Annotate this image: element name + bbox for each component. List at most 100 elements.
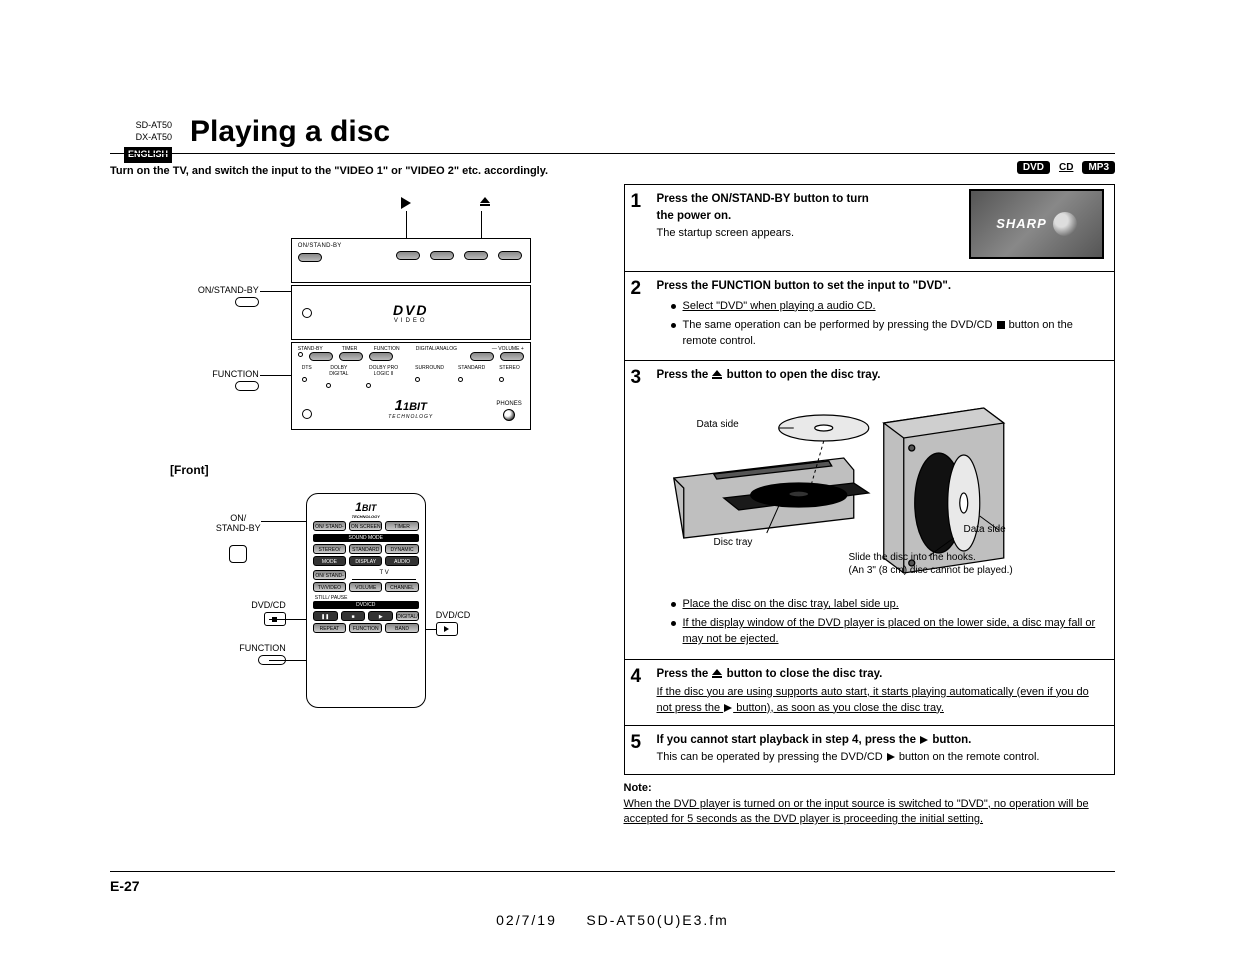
- onstandby-callout: ON/STAND-BY: [171, 285, 259, 307]
- step-title: If you cannot start playback in step 4, …: [657, 732, 1105, 749]
- remote-button: ▶: [368, 611, 393, 621]
- unit-bottom: STAND-BY TIMER FUNCTION DIGITAL/ANALOG —…: [291, 342, 531, 430]
- play-icon: [401, 197, 411, 209]
- note-block: Note: When the DVD player is turned on o…: [624, 781, 1116, 827]
- left-column: Turn on the TV, and switch the input to …: [110, 164, 602, 827]
- remote-button: ■: [341, 611, 366, 621]
- step-title: Press the button to open the disc tray.: [657, 367, 1105, 384]
- sharp-startup-screen: SHARP: [969, 189, 1104, 259]
- disc-tray-label: Disc tray: [714, 536, 753, 551]
- step-5: 5 If you cannot start playback in step 4…: [625, 725, 1115, 775]
- step-number: 1: [631, 188, 642, 216]
- step-2: 2 Press the FUNCTION button to set the i…: [625, 271, 1115, 360]
- unit-button: [339, 352, 363, 361]
- remote-button: DYNAMIC SOUND: [385, 544, 418, 554]
- bullet: Select "DVD" when playing a audio CD.: [671, 299, 1105, 315]
- step-3: 3 Press the button to open the disc tray…: [625, 360, 1115, 658]
- unit-dvd: DVD VIDEO: [291, 285, 531, 340]
- callout-button-icon: [229, 545, 247, 563]
- unit-button: [498, 251, 522, 260]
- remote-dvdcd-play-callout: DVD/CD: [436, 610, 516, 636]
- unit-onstandby-label: ON/STAND-BY: [298, 243, 342, 249]
- unit-button: [369, 352, 393, 361]
- remote-button: VOLUME: [349, 582, 382, 592]
- remote-body: 1BITTECHNOLOGY ON/ STAND-BY ON SCREEN TI…: [306, 493, 426, 708]
- remote-button: BAND: [385, 623, 418, 633]
- divider-top: [110, 153, 1115, 154]
- dvd-badge: DVD: [1017, 161, 1050, 174]
- play-icon: [920, 736, 928, 744]
- step-number: 2: [631, 275, 642, 303]
- eject-icon: [480, 197, 490, 209]
- callout-button-icon: [235, 381, 259, 391]
- remote-button: FUNCTION: [349, 623, 382, 633]
- step-title: Press the ON/STAND-BY button to turn the…: [657, 191, 877, 224]
- step-number: 5: [631, 729, 642, 757]
- dvd-sublabel: VIDEO: [292, 318, 530, 324]
- divider-bottom: [110, 871, 1115, 872]
- indicator-dot: [298, 352, 303, 357]
- pointer: [261, 521, 311, 522]
- page-title: Playing a disc: [190, 115, 1115, 149]
- remote-button: DIGITAL/ ANALOG: [396, 611, 419, 621]
- steps-box: 1 SHARP Press the ON/STAND-BY button to …: [624, 184, 1116, 775]
- step-title: Press the button to close the disc tray.: [657, 666, 1105, 683]
- disc-tray-figure: Data side Data side Disc tray Slide the …: [639, 388, 1109, 593]
- remote-button: REPEAT: [313, 623, 346, 633]
- data-side-label: Data side: [697, 418, 739, 433]
- step-1: 1 SHARP Press the ON/STAND-BY button to …: [625, 185, 1115, 271]
- bullet: Place the disc on the disc tray, label s…: [671, 597, 1105, 613]
- remote-section: T V: [352, 570, 415, 580]
- remote-button: STEREO/ SURROUND: [313, 544, 346, 554]
- step-title: Press the FUNCTION button to set the inp…: [657, 278, 1105, 295]
- logo-dot-icon: [1053, 212, 1077, 236]
- step-4: 4 Press the button to close the disc tra…: [625, 659, 1115, 725]
- intro-text: Turn on the TV, and switch the input to …: [110, 164, 602, 179]
- format-badges: DVD CD MP3: [1017, 161, 1115, 174]
- data-side-label: Data side: [964, 523, 1006, 538]
- step-subtext: If the disc you are using supports auto …: [657, 685, 1105, 717]
- remote-button: MODE: [313, 556, 346, 566]
- remote-button: TV/VIDEO: [313, 582, 346, 592]
- unit-button: [470, 352, 494, 361]
- phones-label: PHONES: [496, 401, 521, 421]
- pointer: [269, 619, 311, 620]
- unit-button: [309, 352, 333, 361]
- callout-button-icon: [235, 297, 259, 307]
- eject-icon: [712, 370, 722, 379]
- remote-figure: ON/ STAND-BY DVD/CD FUNCTION DVD/CD: [191, 485, 521, 715]
- unit-top: ON/STAND-BY: [291, 238, 531, 283]
- remote-onstandby-callout: ON/ STAND-BY: [191, 503, 286, 573]
- remote-section: DVD/CD: [313, 601, 419, 609]
- remote-button: DISPLAY: [349, 556, 382, 566]
- footer-meta: 02/7/19 SD-AT50(U)E3.fm: [496, 912, 729, 928]
- remote-button: ON SCREEN: [349, 521, 382, 531]
- unit-button: [396, 251, 420, 260]
- remote-button: STANDARD: [349, 544, 382, 554]
- unit-button: [464, 251, 488, 260]
- front-label: [Front]: [170, 463, 602, 477]
- function-callout: FUNCTION: [171, 369, 259, 391]
- play-icon: [724, 704, 732, 712]
- stop-icon: [997, 321, 1005, 329]
- remote-button: ON/ STAND-BY: [313, 570, 347, 580]
- dvd-logo: DVD: [292, 302, 530, 318]
- slide-hint: Slide the disc into the hooks. (An 3" (8…: [849, 551, 1013, 577]
- note-title: Note:: [624, 782, 652, 794]
- cd-badge: CD: [1056, 162, 1076, 173]
- page-number: E-27: [110, 878, 140, 894]
- phones-jack-icon: [503, 409, 515, 421]
- unit-power-button: [298, 253, 322, 262]
- remote-button: TIMER: [385, 521, 418, 531]
- remote-button: ❚❚: [313, 611, 338, 621]
- mp3-badge: MP3: [1082, 161, 1115, 174]
- note-body: When the DVD player is turned on or the …: [624, 798, 1089, 825]
- remote-dvdcd-callout: DVD/CD: [191, 600, 286, 626]
- pointer: [269, 660, 311, 661]
- eject-icon: [712, 669, 722, 678]
- bit-logo: 11BIT TECHNOLOGY: [292, 397, 530, 420]
- play-icon: [444, 626, 449, 632]
- bullet: If the display window of the DVD player …: [671, 616, 1105, 648]
- play-icon: [887, 753, 895, 761]
- remote-function-callout: FUNCTION: [191, 643, 286, 665]
